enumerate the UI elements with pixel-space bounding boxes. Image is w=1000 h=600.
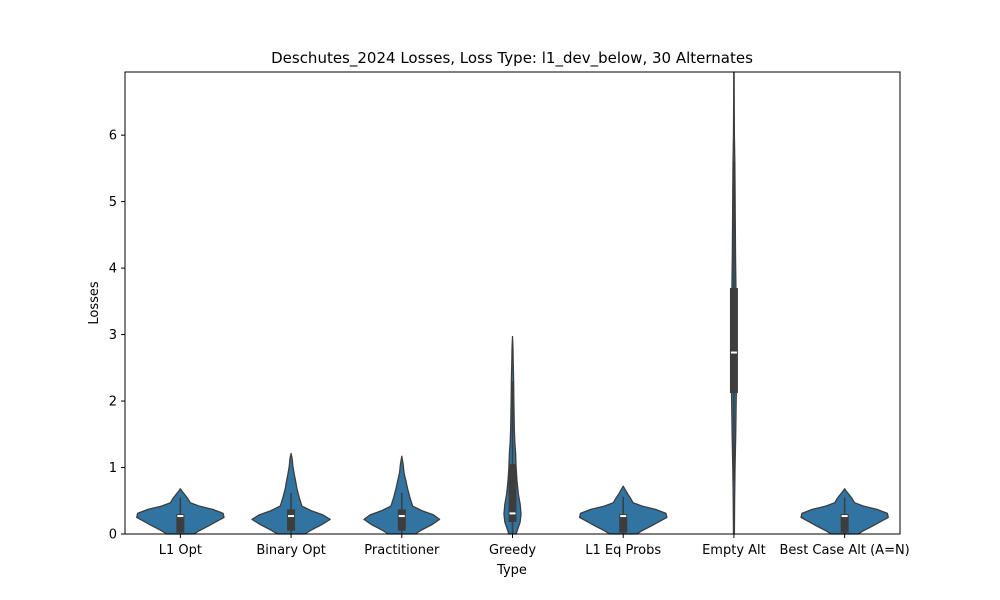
violin-iqr-box: [287, 509, 296, 531]
x-tick-label: Best Case Alt (A=N): [780, 543, 910, 558]
chart-title: Deschutes_2024 Losses, Loss Type: l1_dev…: [271, 49, 753, 68]
violin-iqr-box: [619, 514, 628, 533]
x-tick-label: Greedy: [489, 543, 536, 558]
x-tick-label: L1 Opt: [159, 543, 202, 558]
violin-iqr-box: [176, 514, 185, 533]
x-axis: L1 Opt Binary Opt Practitioner Greedy L1 Eq …: [159, 534, 910, 558]
y-tick-label: 1: [109, 461, 117, 476]
y-axis: 0 1 2 3 4 5 6: [109, 129, 125, 543]
violins-group: [136, 71, 889, 535]
x-axis-label: Type: [496, 563, 527, 578]
x-tick-label: Practitioner: [364, 543, 440, 558]
violin-iqr-box: [508, 464, 517, 523]
violin-iqr-box: [729, 288, 738, 394]
y-tick-label: 2: [109, 395, 117, 410]
y-tick-label: 3: [109, 328, 117, 343]
violin-iqr-box: [397, 509, 406, 531]
y-tick-label: 0: [109, 528, 117, 543]
y-tick-label: 6: [109, 129, 117, 144]
x-tick-label: L1 Eq Probs: [585, 543, 661, 558]
y-axis-label: Losses: [87, 281, 102, 325]
x-tick-label: Binary Opt: [256, 543, 326, 558]
violin-iqr-box: [840, 514, 849, 533]
y-tick-label: 4: [109, 262, 117, 277]
x-tick-label: Empty Alt: [702, 543, 766, 558]
y-tick-label: 5: [109, 195, 117, 210]
